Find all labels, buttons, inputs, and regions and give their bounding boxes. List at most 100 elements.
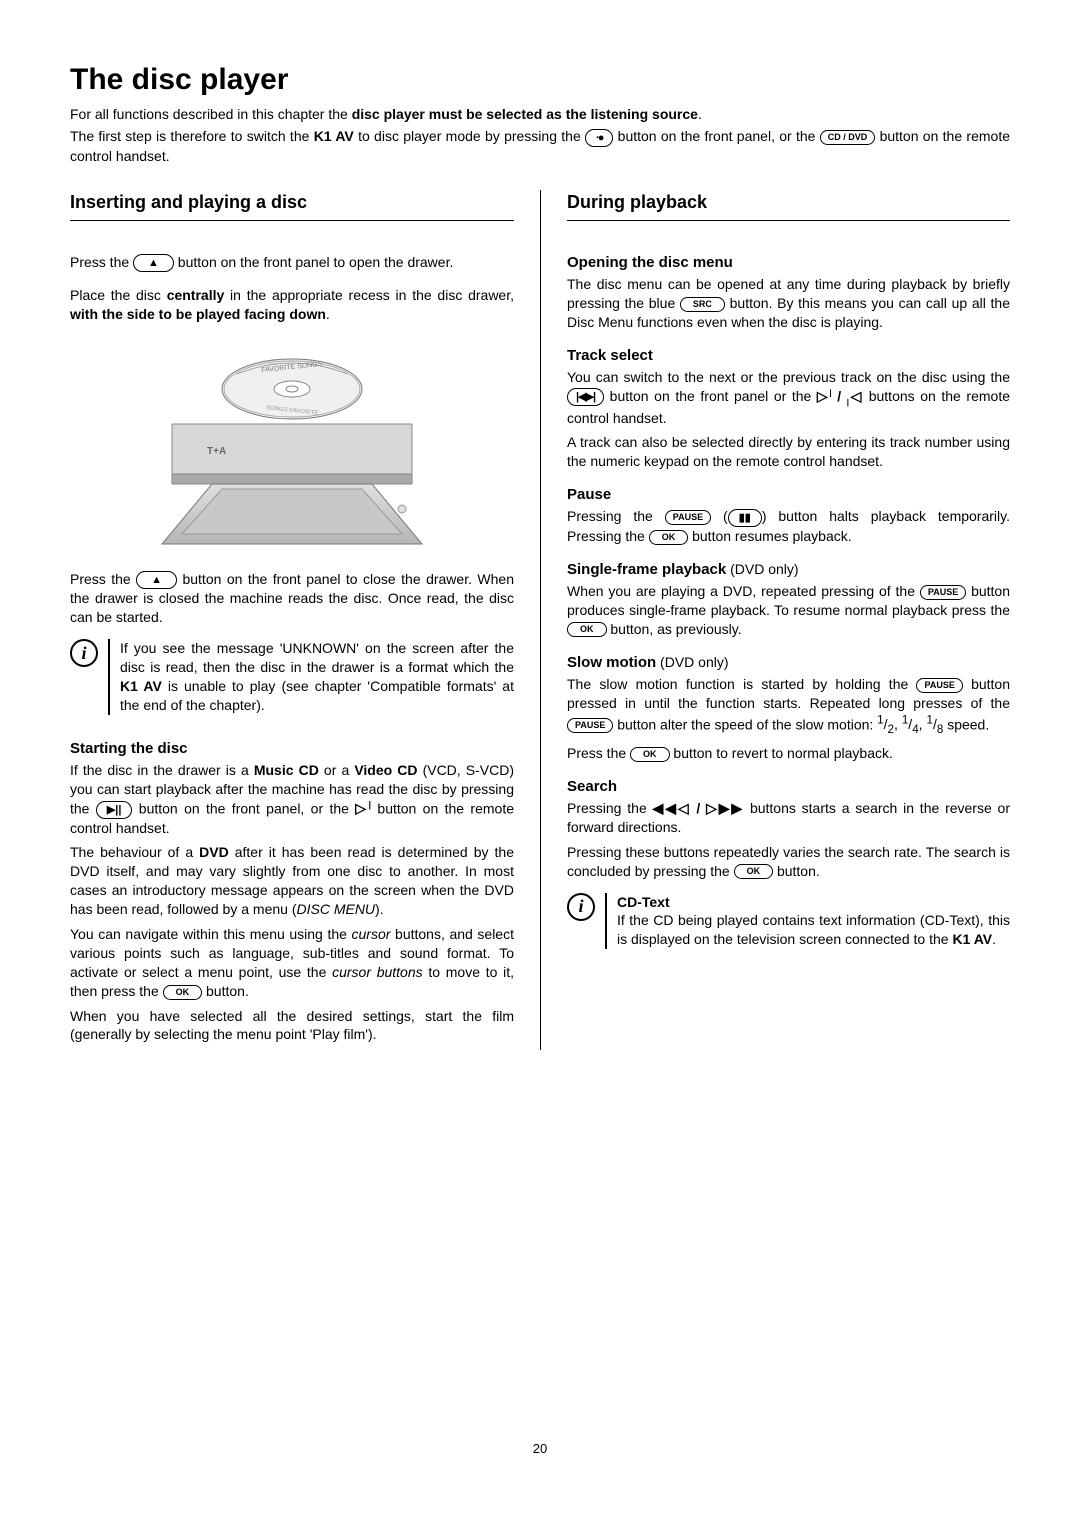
ok-button-icon: OK xyxy=(734,864,774,879)
text: If you see the message 'UNKNOWN' on the … xyxy=(120,640,514,675)
para: When you have selected all the desired s… xyxy=(70,1007,514,1045)
right-column: During playback Opening the disc menu Th… xyxy=(540,190,1010,1051)
skip-button-icon: |◀▶| xyxy=(567,388,604,406)
subheading-starting: Starting the disc xyxy=(70,739,514,759)
para: Place the disc centrally in the appropri… xyxy=(70,286,514,324)
section-inserting: Inserting and playing a disc xyxy=(70,190,514,221)
para: When you are playing a DVD, repeated pre… xyxy=(567,582,1010,639)
eject-button-icon: ▲ xyxy=(133,254,174,272)
intro-line-2: The first step is therefore to switch th… xyxy=(70,127,1010,165)
pause-symbol-icon: ▮▮ xyxy=(728,509,762,527)
text: button, as previously. xyxy=(610,621,741,637)
info-text: If you see the message 'UNKNOWN' on the … xyxy=(108,639,514,715)
para: The behaviour of a DVD after it has been… xyxy=(70,843,514,919)
info-icon xyxy=(567,893,595,921)
text: The first step is therefore to switch th… xyxy=(70,128,314,144)
intro-line-1: For all functions described in this chap… xyxy=(70,105,1010,124)
text: in the appropriate recess in the disc dr… xyxy=(224,287,514,303)
para: Press the ▲ button on the front panel to… xyxy=(70,253,514,272)
text: ). xyxy=(375,901,384,917)
fractions: 1/2, 1/4, 1/8 xyxy=(877,716,943,732)
text: button on the front panel, or the xyxy=(618,128,820,144)
text: You can switch to the next or the previo… xyxy=(567,369,1010,385)
para: Pressing these buttons repeatedly varies… xyxy=(567,843,1010,881)
text-bold: Music CD xyxy=(254,762,319,778)
text: button on the front panel to open the dr… xyxy=(174,254,453,270)
subheading-opening: Opening the disc menu xyxy=(567,253,1010,273)
para: The disc menu can be opened at any time … xyxy=(567,275,1010,332)
text: speed. xyxy=(943,716,989,732)
text-italic: cursor xyxy=(352,926,391,942)
subheading-singleframe: Single-frame playback (DVD only) xyxy=(567,560,1010,580)
text: . xyxy=(326,306,330,322)
text: Press the xyxy=(567,745,630,761)
search-glyphs-icon: ◀◀◁ / ▷▶▶ xyxy=(653,800,745,816)
text: When you are playing a DVD, repeated pre… xyxy=(567,583,920,599)
text: to disc player mode by pressing the xyxy=(354,128,585,144)
text: button alter the speed of the slow motio… xyxy=(617,716,877,732)
text: Press the xyxy=(70,254,133,270)
text: The behaviour of a xyxy=(70,844,199,860)
text: Place the disc xyxy=(70,287,167,303)
text: . xyxy=(698,106,702,122)
disc-tray-illustration: T+A FAVORITE SONGS SONGS FAVORITE xyxy=(152,334,432,554)
text-bold: K1 AV xyxy=(952,931,992,947)
para: Pressing the ◀◀◁ / ▷▶▶ buttons starts a … xyxy=(567,799,1010,837)
text: button on the front panel or the xyxy=(610,388,817,404)
info-box-cdtext: CD-Text If the CD being played contains … xyxy=(567,893,1010,950)
text: The slow motion function is started by h… xyxy=(567,676,916,692)
para: The slow motion function is started by h… xyxy=(567,675,1010,738)
play-glyph-icon: ▷| xyxy=(355,800,371,816)
text-bold: K1 AV xyxy=(314,128,354,144)
text: button. xyxy=(206,983,249,999)
text-bold: Video CD xyxy=(354,762,417,778)
text: Single-frame playback xyxy=(567,561,726,578)
text: is unable to play (see chapter 'Compatib… xyxy=(120,678,514,713)
text-bold: with the side to be played facing down xyxy=(70,306,326,322)
section-during: During playback xyxy=(567,190,1010,221)
text: Pressing the xyxy=(567,800,653,816)
text: . xyxy=(992,931,996,947)
text-bold: K1 AV xyxy=(120,678,162,694)
text: button on the front panel, or the xyxy=(139,800,355,816)
text: Press the xyxy=(70,571,136,587)
subheading-slow: Slow motion (DVD only) xyxy=(567,653,1010,673)
text: If the disc in the drawer is a xyxy=(70,762,254,778)
subheading-pause: Pause xyxy=(567,485,1010,505)
text: button. xyxy=(777,863,820,879)
disc-button-icon: ·● xyxy=(585,129,613,147)
text-bold: DVD xyxy=(199,844,229,860)
para: A track can also be selected directly by… xyxy=(567,433,1010,471)
text: or a xyxy=(319,762,354,778)
eject-button-icon: ▲ xyxy=(136,571,177,589)
text: For all functions described in this chap… xyxy=(70,106,352,122)
svg-text:T+A: T+A xyxy=(207,446,226,457)
text-paren: (DVD only) xyxy=(726,561,798,577)
src-button-icon: SRC xyxy=(680,297,725,312)
pause-button-icon: PAUSE xyxy=(916,678,962,693)
text: You can navigate within this menu using … xyxy=(70,926,352,942)
text-italic: cursor buttons xyxy=(332,964,423,980)
info-heading: CD-Text xyxy=(617,894,670,910)
text-paren: (DVD only) xyxy=(656,654,728,670)
para: If the disc in the drawer is a Music CD … xyxy=(70,761,514,838)
playpause-button-icon: ▶|| xyxy=(96,801,133,819)
page-number: 20 xyxy=(70,1440,1010,1458)
skip-glyphs-icon: ▷| / |◁ xyxy=(817,388,863,404)
cddvd-button-icon: CD / DVD xyxy=(820,130,876,145)
columns: Inserting and playing a disc Press the ▲… xyxy=(70,190,1010,1051)
info-text: CD-Text If the CD being played contains … xyxy=(605,893,1010,950)
text-italic: DISC MENU xyxy=(296,901,375,917)
pause-button-icon: PAUSE xyxy=(567,718,613,733)
text: Slow motion xyxy=(567,654,656,671)
ok-button-icon: OK xyxy=(567,622,607,637)
para: Press the ▲ button on the front panel to… xyxy=(70,570,514,627)
para: You can navigate within this menu using … xyxy=(70,925,514,1001)
page-title: The disc player xyxy=(70,60,1010,101)
text-bold: disc player must be selected as the list… xyxy=(352,106,698,122)
text: button resumes playback. xyxy=(692,528,852,544)
subheading-track: Track select xyxy=(567,346,1010,366)
ok-button-icon: OK xyxy=(163,985,203,1000)
text: ( xyxy=(723,508,728,524)
para: You can switch to the next or the previo… xyxy=(567,368,1010,427)
